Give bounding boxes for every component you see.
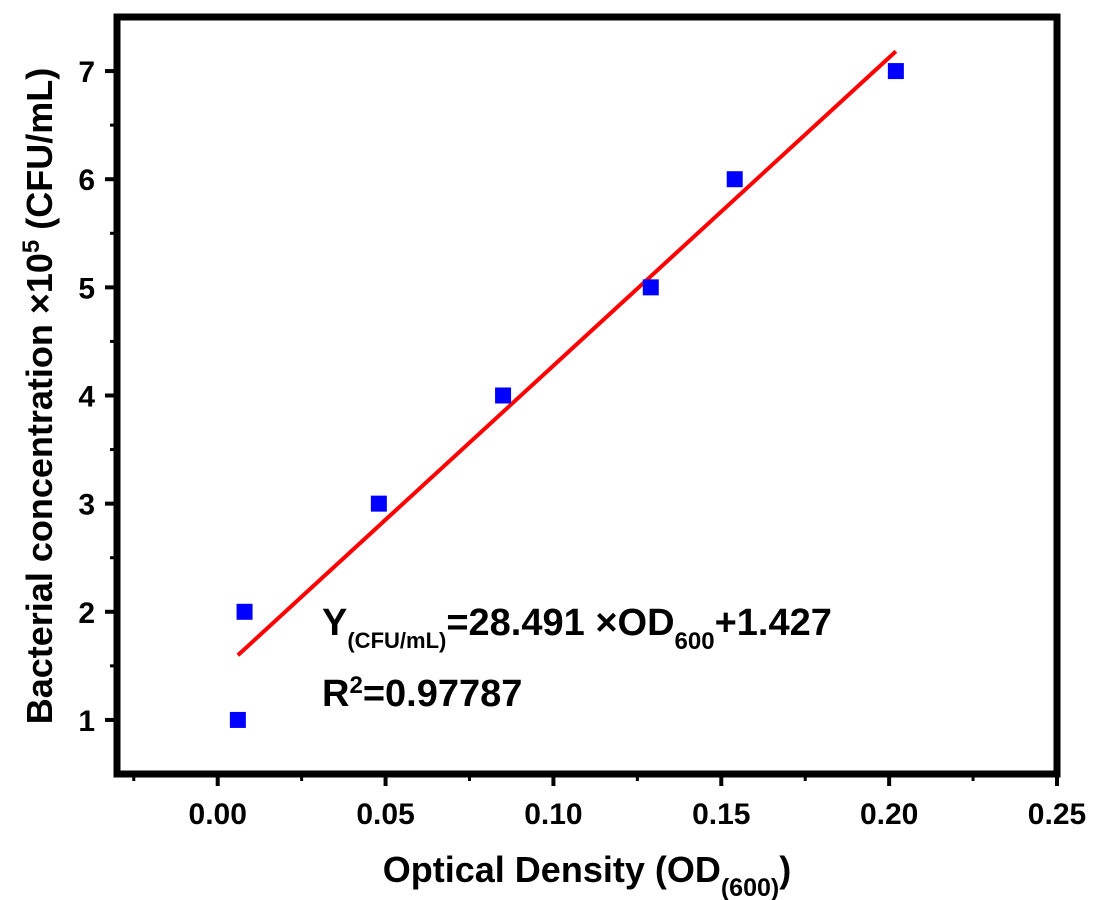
y-axis-title: Bacterial concentration ×105 (CFU/mL) — [18, 68, 61, 725]
r-squared-value: =0.97787 — [363, 673, 523, 715]
data-point — [370, 495, 387, 512]
y-axis-title-main: Bacterial concentration ×10 — [19, 253, 60, 724]
data-point — [726, 171, 743, 188]
plot-frame — [113, 13, 1061, 778]
data-point — [229, 711, 246, 728]
y-tick-label: 6 — [78, 164, 95, 197]
fit-equation-mid: =28.491 ×OD — [446, 602, 674, 644]
y-axis-title-unit: (CFU/mL) — [19, 68, 60, 240]
data-point — [887, 63, 904, 80]
x-tick-label: 0.10 — [524, 798, 582, 831]
x-tick-label: 0.00 — [189, 798, 247, 831]
fit-line-layer — [236, 49, 898, 657]
y-axis-title-sup: 5 — [18, 240, 45, 253]
fit-equation: Y(CFU/mL)=28.491 ×OD600+1.427 — [322, 602, 832, 655]
ticks-layer: 0.00 0.05 0.10 0.15 0.20 0.25 1 2 3 4 5 6 7 — [78, 56, 1086, 831]
x-axis-title: Optical Density (OD(600)) — [383, 849, 791, 900]
r-squared: R2=0.97787 — [322, 672, 522, 716]
fit-equation-y: Y — [322, 602, 347, 644]
x-tick-label: 0.05 — [356, 798, 414, 831]
x-axis-title-main: Optical Density (OD — [383, 849, 721, 890]
x-axis-title-close: ) — [779, 849, 791, 890]
y-tick-label: 2 — [78, 597, 95, 630]
points-layer — [229, 63, 904, 728]
x-axis-title-sub: (600) — [721, 874, 779, 900]
r-squared-r: R — [322, 673, 349, 715]
x-tick-label: 0.25 — [1028, 798, 1086, 831]
y-tick-label: 5 — [78, 272, 95, 305]
fit-equation-sub-od: 600 — [675, 628, 715, 655]
fit-equation-end: +1.427 — [715, 602, 832, 644]
y-tick-label: 3 — [78, 489, 95, 522]
y-tick-label: 7 — [78, 56, 95, 89]
y-tick-label: 4 — [78, 381, 95, 414]
y-tick-label: 1 — [78, 705, 95, 738]
data-point — [236, 603, 253, 620]
data-point — [495, 387, 512, 404]
fit-equation-sub-unit: (CFU/mL) — [347, 628, 446, 653]
r-squared-sup: 2 — [349, 672, 362, 699]
x-tick-label: 0.20 — [860, 798, 918, 831]
x-tick-label: 0.15 — [692, 798, 750, 831]
fit-line — [236, 49, 898, 657]
data-point — [642, 279, 659, 296]
